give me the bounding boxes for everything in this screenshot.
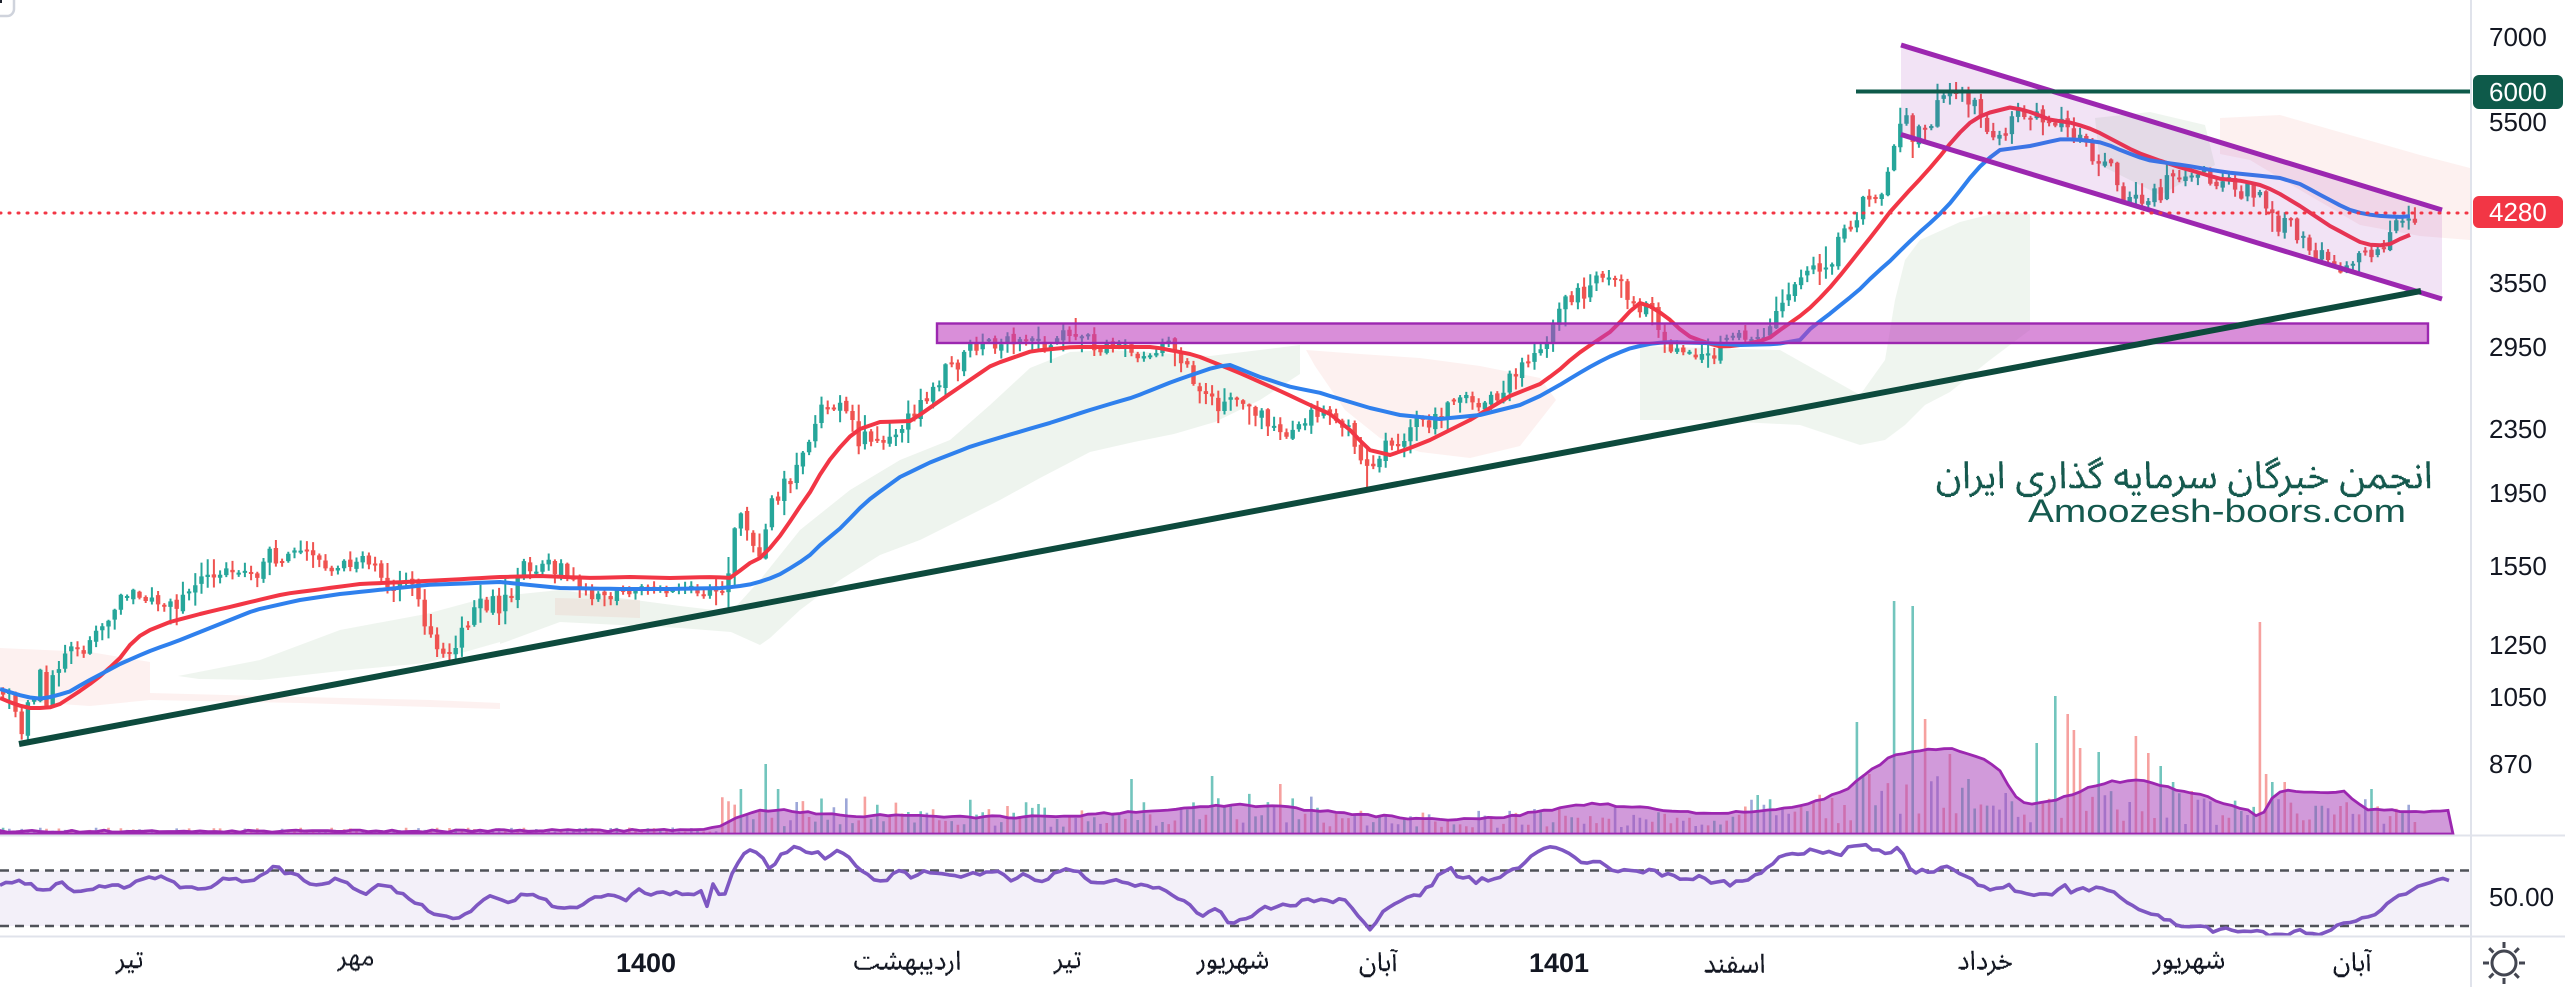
svg-text:4280: 4280 <box>2489 197 2547 227</box>
svg-text:Amoozesh-boors.com: Amoozesh-boors.com <box>2028 493 2406 529</box>
svg-text:2950: 2950 <box>2489 332 2547 362</box>
svg-text:1550: 1550 <box>2489 551 2547 581</box>
svg-text:1250: 1250 <box>2489 630 2547 660</box>
svg-text:1950: 1950 <box>2489 478 2547 508</box>
svg-text:1401: 1401 <box>1529 948 1589 978</box>
svg-text:5500: 5500 <box>2489 107 2547 137</box>
svg-text:7000: 7000 <box>2489 22 2547 52</box>
svg-text:3550: 3550 <box>2489 268 2547 298</box>
svg-text:50.00: 50.00 <box>2489 882 2554 912</box>
svg-text:870: 870 <box>2489 749 2532 779</box>
svg-text:1400: 1400 <box>616 948 676 978</box>
svg-text:6000: 6000 <box>2489 77 2547 107</box>
svg-text:1050: 1050 <box>2489 682 2547 712</box>
svg-text:2350: 2350 <box>2489 414 2547 444</box>
